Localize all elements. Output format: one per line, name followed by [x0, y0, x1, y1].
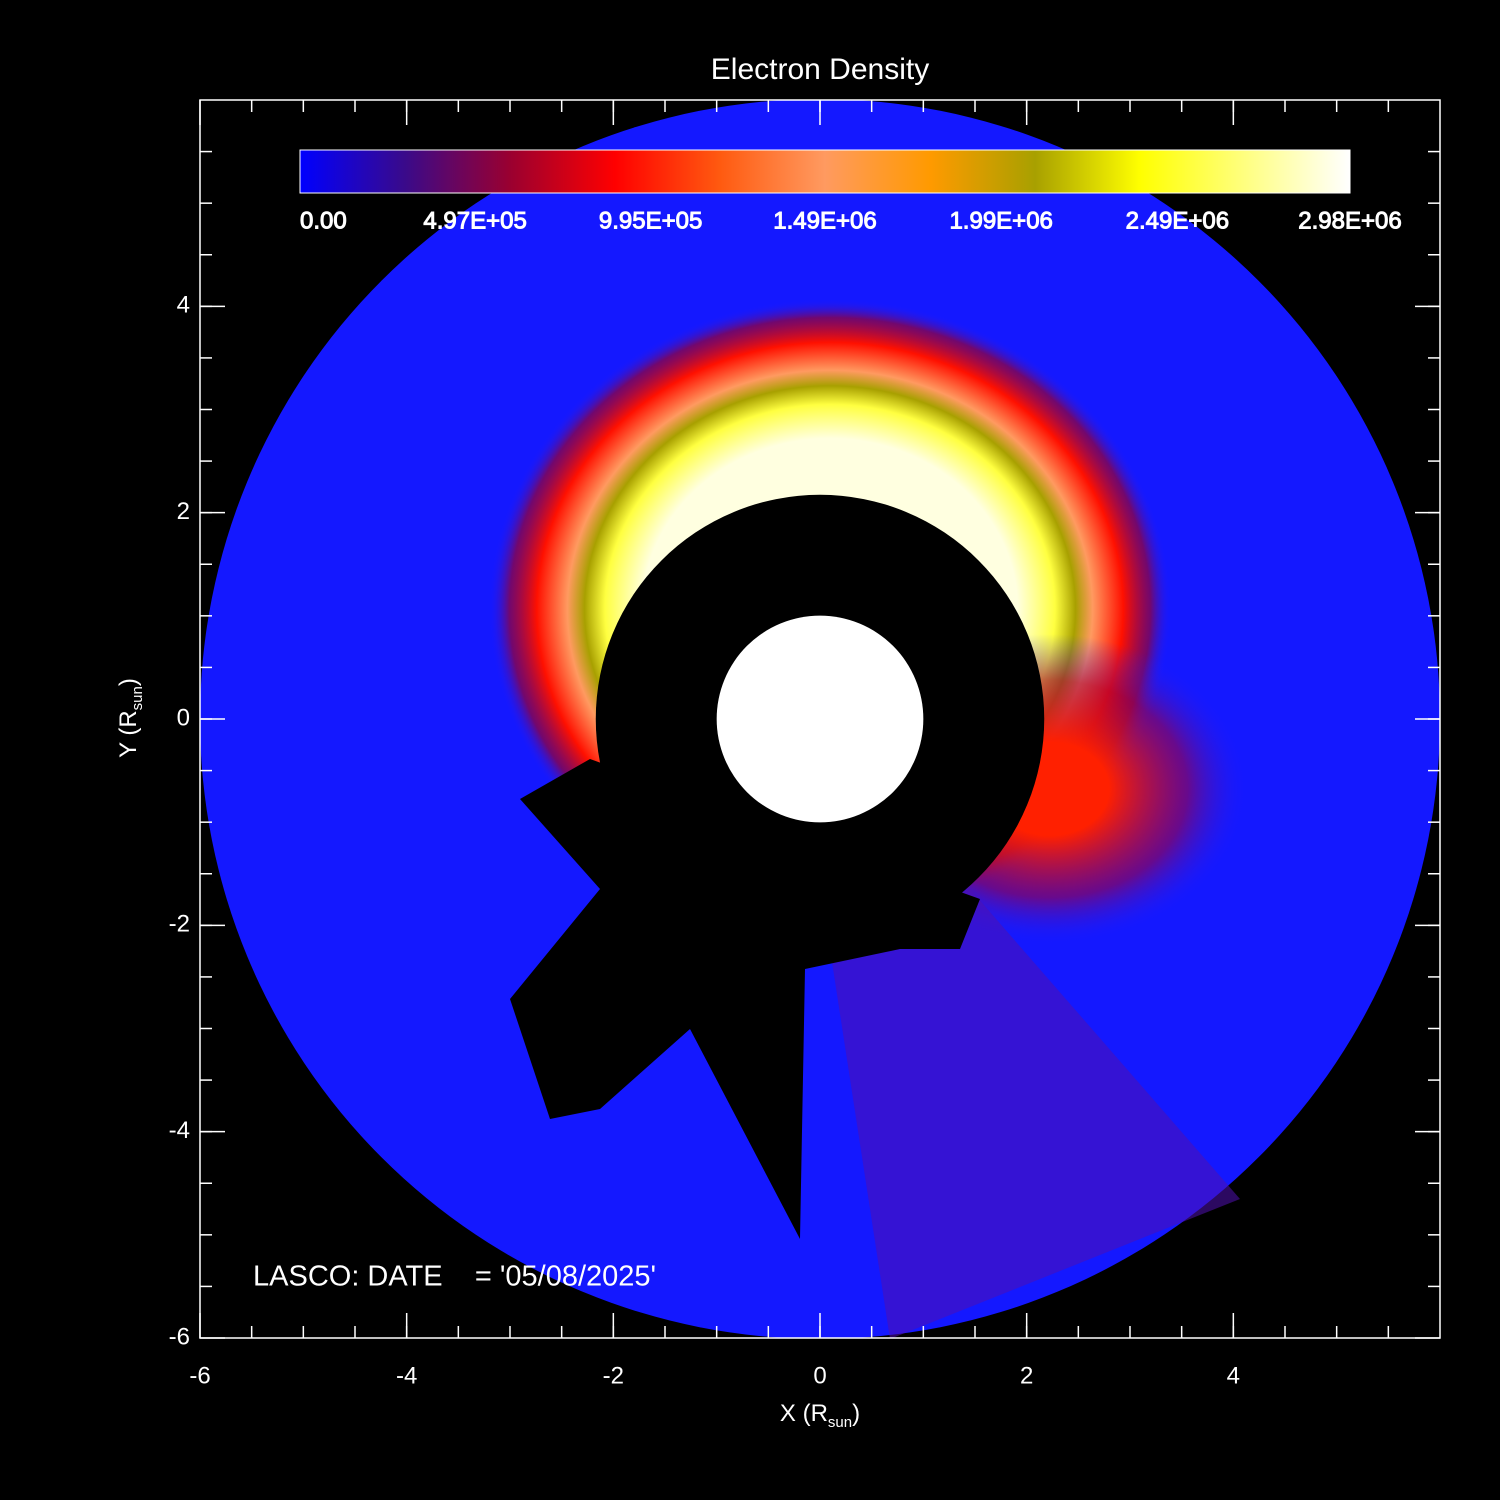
- colorbar-tick-label: 0.00: [300, 207, 347, 234]
- y-tick-label: -2: [169, 911, 190, 938]
- chart-title: Electron Density: [711, 53, 929, 86]
- y-tick-label: 4: [177, 292, 190, 319]
- colorbar-tick-label: 9.95E+05: [599, 207, 702, 234]
- colorbar: [299, 149, 1351, 194]
- y-axis-label: Y (Rsun): [115, 678, 146, 758]
- x-tick-label: 0: [813, 1362, 826, 1389]
- x-tick-label: -2: [603, 1362, 624, 1389]
- y-tick-label: 0: [177, 704, 190, 731]
- colorbar-tick-label: 2.49E+06: [1126, 207, 1229, 234]
- colorbar-tick-label: 1.49E+06: [773, 207, 876, 234]
- y-tick-label: 2: [177, 498, 190, 525]
- colorbar-tick-label: 2.98E+06: [1298, 207, 1401, 234]
- y-tick-label: -6: [169, 1323, 190, 1350]
- x-axis-label: X (Rsun): [780, 1400, 860, 1431]
- annotation: LASCO: DATE = '05/08/2025': [253, 1261, 656, 1293]
- x-tick-label: 2: [1020, 1362, 1033, 1389]
- y-tick-label: -4: [169, 1117, 190, 1144]
- sun-disk: [716, 615, 924, 823]
- x-tick-label: -6: [189, 1362, 210, 1389]
- colorbar-tick-label: 4.97E+05: [423, 207, 526, 234]
- x-tick-label: 4: [1227, 1362, 1240, 1389]
- colorbar-tick-label: 1.99E+06: [949, 207, 1052, 234]
- density-image: [200, 100, 1440, 1338]
- streamer-south: [830, 889, 1240, 1338]
- data-gap: [510, 759, 980, 1239]
- x-tick-label: -4: [396, 1362, 417, 1389]
